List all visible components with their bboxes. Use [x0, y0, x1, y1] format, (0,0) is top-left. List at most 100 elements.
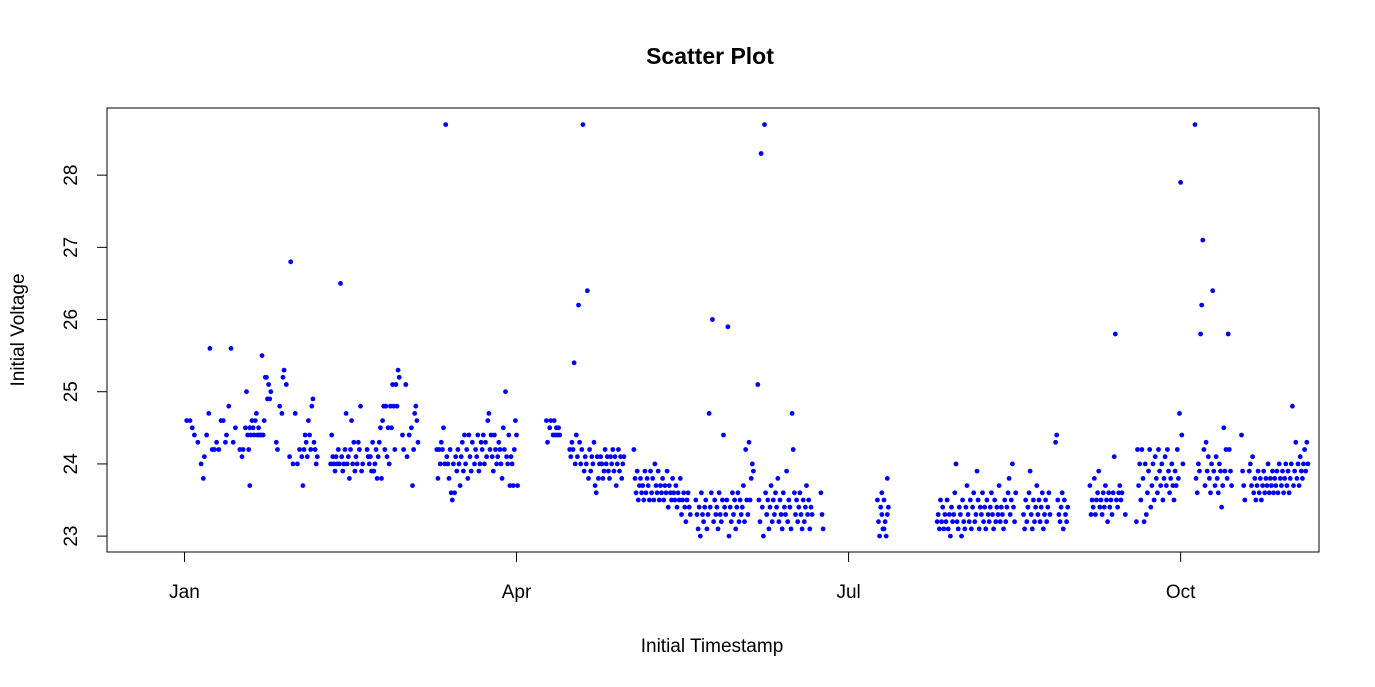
data-point — [668, 490, 673, 496]
data-point — [881, 526, 887, 532]
data-point — [485, 418, 491, 423]
data-point — [411, 447, 416, 452]
data-point — [717, 512, 723, 517]
data-point — [579, 447, 585, 452]
data-point — [697, 533, 703, 539]
data-point — [986, 519, 992, 525]
data-point — [994, 504, 1000, 510]
data-point — [254, 411, 259, 416]
data-point — [1174, 447, 1180, 452]
data-point — [967, 497, 973, 503]
data-point — [1267, 476, 1273, 481]
data-point — [509, 461, 515, 467]
data-point — [1031, 497, 1036, 503]
data-point — [438, 439, 444, 445]
data-point — [786, 497, 792, 503]
data-point — [384, 454, 390, 460]
data-point — [386, 461, 392, 467]
data-point — [1304, 439, 1310, 445]
data-point — [576, 302, 581, 308]
data-point — [1117, 483, 1123, 488]
data-point — [513, 418, 518, 423]
data-point — [251, 432, 257, 438]
data-point — [348, 447, 353, 452]
data-point — [934, 519, 940, 525]
data-point — [1196, 461, 1201, 467]
data-point — [1279, 483, 1284, 488]
data-point — [545, 439, 550, 445]
data-point — [803, 504, 808, 510]
data-point — [644, 476, 650, 481]
data-point — [299, 454, 305, 460]
data-point — [743, 447, 749, 452]
data-point — [1297, 454, 1303, 460]
data-point — [980, 490, 985, 496]
data-point — [1025, 504, 1031, 510]
data-point — [1249, 483, 1254, 488]
data-point — [1036, 497, 1042, 503]
data-point — [1226, 447, 1232, 452]
data-point — [670, 476, 675, 481]
data-point — [620, 461, 626, 467]
x-tick-label: Apr — [502, 582, 532, 603]
data-point — [782, 504, 787, 510]
data-point — [757, 519, 763, 525]
data-point — [1138, 497, 1144, 503]
data-point — [1202, 483, 1208, 488]
data-point — [879, 490, 885, 496]
data-point — [954, 519, 960, 525]
data-point — [775, 476, 781, 481]
x-tick-label: Oct — [1166, 582, 1196, 603]
data-point — [352, 468, 358, 474]
x-axis: Jan Apr Jul Oct — [169, 551, 1196, 603]
data-point — [661, 497, 667, 503]
data-point — [568, 454, 574, 460]
data-point — [788, 526, 794, 532]
data-point — [493, 447, 498, 452]
data-point — [1165, 447, 1170, 452]
data-point — [300, 483, 306, 488]
data-point — [614, 461, 620, 467]
data-point — [715, 526, 721, 532]
data-point — [801, 519, 807, 525]
data-point — [720, 497, 725, 503]
data-point — [650, 476, 656, 481]
data-point — [1201, 447, 1207, 452]
data-point — [699, 490, 704, 496]
data-point — [700, 512, 705, 517]
data-point — [308, 447, 314, 452]
data-point — [341, 461, 347, 467]
data-point — [981, 519, 986, 525]
data-point — [544, 418, 549, 423]
data-point — [390, 382, 395, 387]
data-point — [239, 454, 245, 460]
data-point — [633, 490, 639, 496]
data-point — [1208, 490, 1213, 496]
data-point — [1152, 454, 1158, 460]
data-point — [1046, 490, 1052, 496]
data-point — [260, 432, 266, 438]
data-point — [669, 497, 674, 503]
data-point — [586, 476, 591, 481]
data-point — [747, 497, 753, 503]
data-point — [779, 526, 785, 532]
data-point — [728, 519, 734, 525]
data-point — [357, 447, 362, 452]
data-point — [621, 454, 627, 460]
data-point — [950, 519, 955, 525]
data-point — [1220, 483, 1226, 488]
data-point — [935, 512, 941, 517]
data-point — [945, 526, 951, 532]
data-point — [683, 519, 689, 525]
data-point — [977, 504, 983, 510]
data-point — [306, 418, 311, 423]
y-axis: 23 24 25 26 27 28 — [61, 165, 108, 547]
data-point — [400, 432, 405, 438]
data-point — [1008, 497, 1014, 503]
data-point — [658, 483, 663, 488]
data-point — [489, 454, 495, 460]
data-point — [721, 432, 726, 438]
data-point — [338, 281, 343, 286]
data-point — [331, 461, 337, 467]
data-point — [876, 519, 881, 525]
